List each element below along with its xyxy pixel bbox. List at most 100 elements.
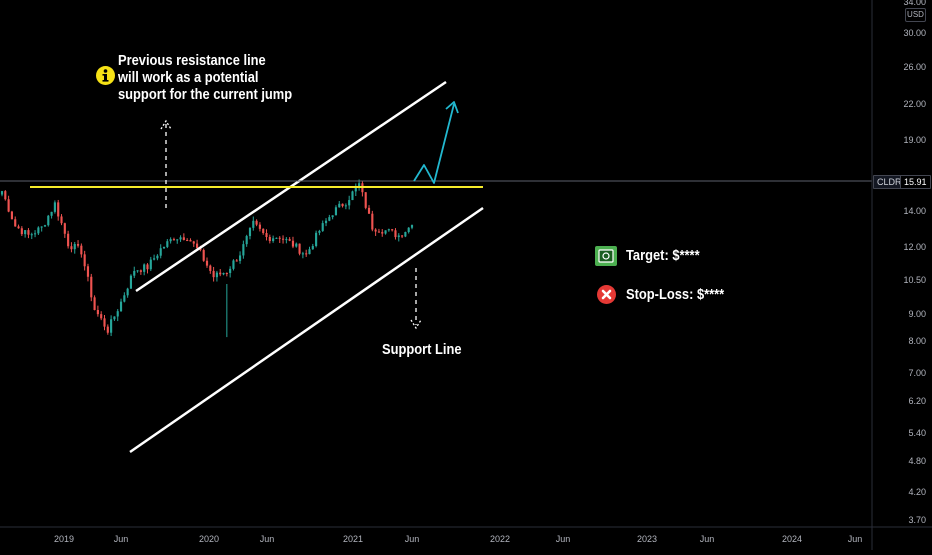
candle-body <box>238 255 242 261</box>
candle-body <box>371 213 374 230</box>
candle-body <box>351 191 354 201</box>
last-price-label: 15.91 <box>904 177 927 187</box>
candle-body <box>27 230 30 235</box>
candle-body <box>215 272 218 278</box>
price-tick-label: 3.70 <box>908 515 926 525</box>
price-tick-label: 4.20 <box>908 487 926 497</box>
candle-body <box>288 239 291 241</box>
banknote-icon <box>595 246 617 266</box>
candle-body <box>301 253 304 255</box>
candle-body <box>17 226 20 229</box>
candle-body <box>186 239 189 241</box>
time-tick-label: 2020 <box>199 534 219 544</box>
candle-body <box>67 233 70 247</box>
candle-body <box>90 276 93 298</box>
candle-body <box>70 246 73 250</box>
candle-body <box>328 217 331 221</box>
dashed-up-arrow <box>160 119 172 208</box>
candle-body <box>159 248 162 256</box>
candle-body <box>222 272 225 275</box>
price-tick-label: 30.00 <box>903 28 926 38</box>
candle-body <box>24 230 27 235</box>
candle-body <box>30 234 33 236</box>
candle-body <box>182 237 185 240</box>
candle-body <box>43 225 47 227</box>
price-tick-label: 34.00 <box>903 0 926 7</box>
candle-body <box>209 265 212 271</box>
candle-body <box>278 237 281 239</box>
candle-body <box>133 270 136 276</box>
candle-body <box>40 226 43 228</box>
candle-body <box>126 288 129 296</box>
candle-body <box>272 238 275 242</box>
candle-body <box>76 244 80 246</box>
candle-body <box>358 183 361 188</box>
symbol-tag: CLDR <box>873 175 906 189</box>
candle-body <box>123 295 126 302</box>
time-tick-label: 2021 <box>343 534 363 544</box>
candle-body <box>47 215 50 226</box>
candle-body <box>291 240 295 247</box>
candle-body <box>374 229 377 232</box>
candle-body <box>235 260 238 262</box>
candle-body <box>162 246 166 249</box>
candle-body <box>7 199 10 212</box>
currency-label: USD <box>907 10 924 19</box>
candle-body <box>20 228 23 235</box>
candle-body <box>225 272 228 274</box>
candle-body <box>377 231 381 233</box>
time-tick-label: 2019 <box>54 534 74 544</box>
candle-body <box>281 238 285 240</box>
candle-body <box>96 309 99 315</box>
candle-body <box>397 235 400 238</box>
candle-body <box>86 266 90 277</box>
x-circle-icon <box>597 285 616 304</box>
projection-arrow[interactable] <box>413 101 459 184</box>
candle-body <box>116 311 119 317</box>
candle-body <box>381 232 384 234</box>
candle-body <box>10 211 13 220</box>
price-tick-label: 8.00 <box>908 336 926 346</box>
candle-body <box>179 237 182 240</box>
candle-body <box>106 326 109 333</box>
price-axis[interactable]: 30.00 26.00 22.00 19.00 14.00 12.00 10.50 9.00 8… <box>903 0 926 525</box>
dashed-down-arrow <box>410 268 422 330</box>
candle-body <box>410 225 414 228</box>
time-tick-label: Jun <box>260 534 275 544</box>
candle-body <box>275 237 278 239</box>
candle-body <box>153 258 156 260</box>
note-line-1: Previous resistance line <box>118 52 266 69</box>
price-tick-label: 5.40 <box>908 428 926 438</box>
candle-body <box>176 239 179 241</box>
candle-body <box>305 253 308 255</box>
candle-body <box>367 207 371 214</box>
price-tick-label: 7.00 <box>908 368 926 378</box>
price-tick-label: 26.00 <box>903 62 926 72</box>
candle-body <box>156 255 159 259</box>
candle-body <box>192 241 195 244</box>
candle-body <box>318 230 321 233</box>
candle-body <box>14 219 17 227</box>
candle-body <box>0 191 4 195</box>
price-tick-label: 4.80 <box>908 456 926 466</box>
candle-body <box>53 202 56 212</box>
channel-lower-line[interactable] <box>129 206 484 454</box>
candle-body <box>136 270 139 272</box>
time-axis[interactable]: 2019 Jun 2020 Jun 2021 Jun 2022 Jun 2023 Jun 2024 J… <box>54 534 862 544</box>
candle-body <box>232 260 235 269</box>
candle-body <box>172 239 176 241</box>
time-tick-label: Jun <box>700 534 715 544</box>
candle-body <box>262 228 265 234</box>
price-tick-label: 9.00 <box>908 309 926 319</box>
time-tick-label: 2024 <box>782 534 802 544</box>
candle-body <box>189 240 192 242</box>
currency-badge[interactable]: USD <box>905 8 926 22</box>
candle-body <box>80 245 83 255</box>
candle-body <box>205 260 209 266</box>
time-tick-label: 2022 <box>490 534 510 544</box>
candle-body <box>37 227 40 234</box>
candle-body <box>113 316 116 320</box>
price-tick-label: 10.50 <box>903 275 926 285</box>
